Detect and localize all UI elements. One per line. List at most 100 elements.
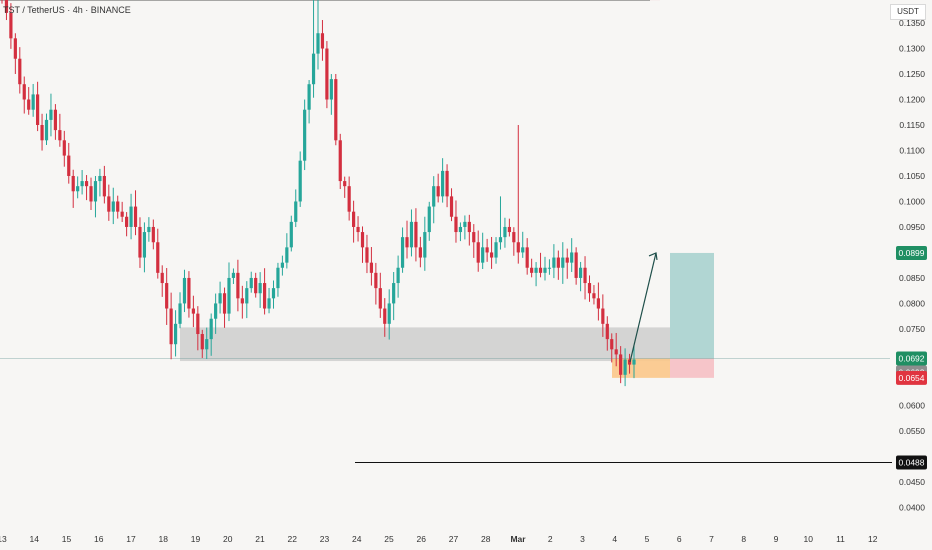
candle-body	[98, 175, 102, 182]
candle-body	[298, 160, 302, 202]
candle-body	[458, 226, 463, 233]
candle-body	[392, 283, 396, 304]
candle-body	[138, 226, 142, 258]
candle-body	[71, 175, 75, 192]
candle-body	[481, 247, 485, 263]
candle-body	[432, 186, 436, 207]
candle-body	[191, 308, 195, 314]
candle-body	[552, 257, 556, 268]
candle-body	[467, 221, 471, 233]
price-tick-label: 0.0750	[899, 324, 925, 334]
time-tick-label: 3	[580, 534, 585, 544]
price-axis[interactable]: 0.1350 0.1300 0.1250 0.1200 0.1150 0.1100 0.10…	[899, 18, 925, 512]
candle-body	[240, 298, 244, 304]
candle-body	[36, 94, 40, 125]
candle-body	[84, 181, 89, 187]
annotation-overlays	[355, 252, 892, 463]
time-tick-label: 6	[677, 534, 682, 544]
price-tick-label: 0.0850	[899, 273, 925, 283]
candle-body	[107, 196, 111, 212]
candlestick-series	[1, 0, 636, 387]
candle-body	[596, 298, 600, 309]
time-tick-label: 9	[774, 534, 779, 544]
time-tick-label: 5	[645, 534, 650, 544]
price-tick-label: 0.0800	[899, 298, 925, 308]
price-label-badge	[896, 351, 927, 366]
candle-body	[258, 283, 262, 294]
price-tick-label: 0.1000	[899, 196, 925, 206]
price-tick-label: 0.1350	[899, 18, 925, 28]
projection-arrow	[629, 252, 657, 363]
candle-body	[423, 232, 427, 258]
candle-body	[592, 293, 596, 299]
time-tick-label: 25	[384, 534, 394, 544]
candle-body	[31, 94, 35, 110]
candle-body	[507, 226, 511, 233]
candle-body	[13, 38, 17, 59]
time-axis[interactable]: 13141516171819202122232425262728Mar23456…	[0, 534, 878, 544]
time-tick-label: 11	[836, 534, 845, 544]
candle-body	[409, 221, 414, 248]
candle-body	[587, 283, 592, 294]
time-tick-label: 8	[741, 534, 746, 544]
candle-body	[427, 206, 431, 233]
candle-body	[40, 125, 44, 141]
candle-body	[503, 226, 507, 238]
candle-body	[494, 242, 498, 258]
currency-badge[interactable]: USDT	[890, 4, 926, 20]
candle-body	[151, 226, 155, 243]
candle-body	[18, 58, 22, 85]
candle-body	[565, 257, 569, 263]
candle-body	[303, 109, 307, 161]
time-tick-label: Mar	[510, 534, 526, 544]
candle-body	[454, 216, 458, 233]
time-tick-label: 23	[320, 534, 330, 544]
candle-body	[472, 232, 476, 243]
candle-body	[414, 221, 418, 248]
time-tick-label: 22	[288, 534, 298, 544]
candle-body	[22, 84, 26, 100]
candle-body	[133, 206, 138, 227]
candle-body	[307, 84, 311, 110]
candle-body	[285, 247, 289, 263]
candle-body	[320, 33, 325, 49]
candle-body	[44, 119, 49, 141]
candle-body	[111, 201, 115, 212]
candle-body	[311, 53, 316, 85]
candle-body	[543, 267, 547, 273]
candle-body	[209, 318, 213, 340]
candle-body	[418, 247, 422, 258]
candle-body	[156, 242, 160, 273]
price-tick-label: 0.1200	[899, 95, 925, 105]
candle-body	[289, 221, 293, 248]
time-tick-label: 28	[481, 534, 491, 544]
price-label-badge	[896, 455, 927, 470]
candle-body	[360, 232, 365, 248]
candle-body	[205, 339, 209, 350]
candle-body	[343, 181, 347, 187]
price-tick-label: 0.0950	[899, 222, 925, 232]
candle-body	[147, 226, 151, 233]
candle-body	[338, 140, 342, 182]
candle-body	[93, 181, 98, 202]
time-tick-label: 2	[548, 534, 553, 544]
candle-body	[316, 33, 320, 54]
time-tick-label: 19	[191, 534, 201, 544]
symbol-title[interactable]: TST / TetherUS · 4h · BINANCE	[3, 5, 131, 15]
candle-body	[49, 109, 53, 120]
candle-body	[280, 262, 284, 268]
time-tick-label: 4	[612, 534, 617, 544]
price-tick-label: 0.0600	[899, 400, 925, 410]
candle-body	[512, 232, 516, 243]
candle-body	[116, 201, 120, 212]
candle-body	[614, 349, 618, 355]
candle-body	[383, 308, 387, 324]
candle-body	[365, 247, 369, 263]
candle-body	[378, 288, 382, 309]
candle-body	[583, 267, 587, 284]
candle-body	[445, 170, 449, 197]
candle-body	[9, 12, 13, 39]
